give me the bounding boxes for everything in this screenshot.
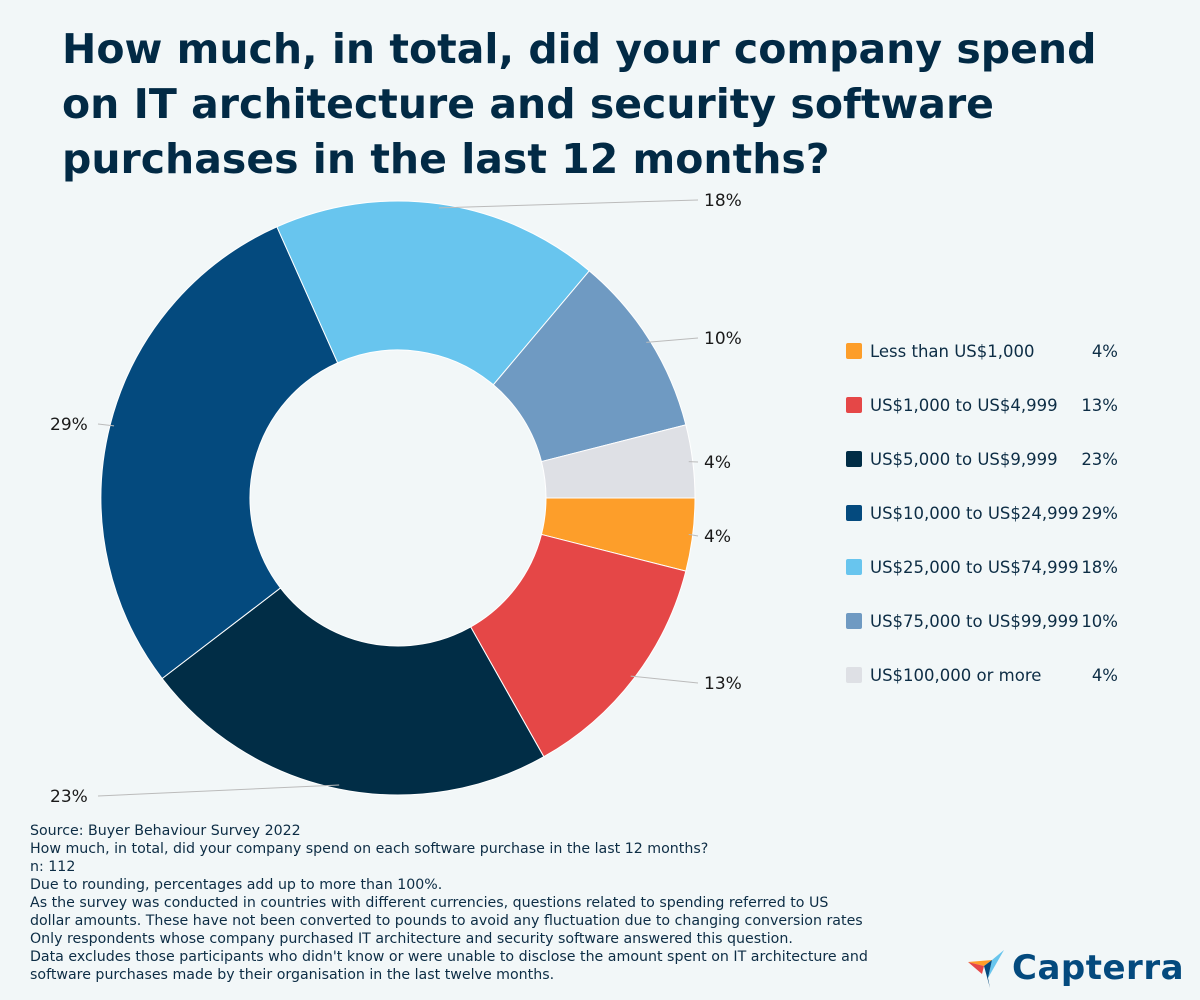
legend-value: 10% <box>1081 611 1118 631</box>
data-label: 4% <box>704 527 731 547</box>
legend-value: 13% <box>1081 395 1118 415</box>
leader-line <box>630 675 699 684</box>
donut-slice <box>161 587 545 796</box>
leader-line <box>688 533 699 537</box>
leader-line <box>97 423 115 427</box>
data-label: 29% <box>50 415 88 435</box>
leader-line <box>438 199 699 209</box>
donut-slice <box>469 533 687 758</box>
legend-item: US$10,000 to US$24,999 29% <box>846 486 1118 540</box>
note-line: As the survey was conducted in countries… <box>30 895 829 911</box>
legend-item: US$75,000 to US$99,999 10% <box>846 594 1118 648</box>
note-line: How much, in total, did your company spe… <box>30 841 709 857</box>
legend-label: US$100,000 or more <box>870 665 1042 685</box>
legend-value: 4% <box>1091 665 1118 685</box>
legend-label: US$75,000 to US$99,999 <box>870 611 1079 631</box>
chart-title: How much, in total, did your company spe… <box>62 25 1097 183</box>
note-line: Only respondents whose company purchased… <box>30 931 793 947</box>
capterra-logo: Capterra <box>966 948 1184 988</box>
note-line: dollar amounts. These have not been conv… <box>30 913 863 929</box>
note-line: n: 112 <box>30 859 76 875</box>
legend-item: US$5,000 to US$9,999 23% <box>846 432 1118 486</box>
data-label: 4% <box>704 453 731 473</box>
legend-value: 18% <box>1081 557 1118 577</box>
note-line: software purchases made by their organis… <box>30 967 555 983</box>
legend-swatch <box>846 397 862 413</box>
legend-label: US$5,000 to US$9,999 <box>870 449 1058 469</box>
legend-item: US$100,000 or more 4% <box>846 648 1118 702</box>
donut-slice <box>276 200 591 386</box>
legend-value: 4% <box>1091 341 1118 361</box>
legend-item: US$1,000 to US$4,999 13% <box>846 378 1118 432</box>
legend-swatch <box>846 505 862 521</box>
legend-label: US$1,000 to US$4,999 <box>870 395 1058 415</box>
legend-label: US$10,000 to US$24,999 <box>870 503 1079 523</box>
legend-item: Less than US$1,000 4% <box>846 324 1118 378</box>
legend-label: US$25,000 to US$74,999 <box>870 557 1079 577</box>
legend-swatch <box>846 343 862 359</box>
note-line: Due to rounding, percentages add up to m… <box>30 877 443 893</box>
note-line: Source: Buyer Behaviour Survey 2022 <box>30 823 301 839</box>
data-label: 23% <box>50 787 88 807</box>
legend-swatch <box>846 451 862 467</box>
donut-slice <box>100 226 339 680</box>
legend-swatch <box>846 559 862 575</box>
legend-swatch <box>846 667 862 683</box>
leader-line <box>97 784 340 797</box>
data-label: 18% <box>704 191 742 211</box>
source-notes: Source: Buyer Behaviour Survey 2022 How … <box>30 822 930 984</box>
leader-line <box>646 337 699 343</box>
legend: Less than US$1,000 4% US$1,000 to US$4,99… <box>846 324 1118 702</box>
capterra-logo-icon <box>968 950 1004 988</box>
capterra-logo-text: Capterra <box>1012 948 1185 988</box>
legend-label: Less than US$1,000 <box>870 341 1035 361</box>
legend-value: 23% <box>1081 449 1118 469</box>
donut-slice <box>540 424 696 499</box>
legend-value: 29% <box>1081 503 1118 523</box>
data-label: 10% <box>704 329 742 349</box>
data-label: 13% <box>704 674 742 694</box>
note-line: Data excludes those participants who did… <box>30 949 868 965</box>
legend-item: US$25,000 to US$74,999 18% <box>846 540 1118 594</box>
legend-swatch <box>846 613 862 629</box>
